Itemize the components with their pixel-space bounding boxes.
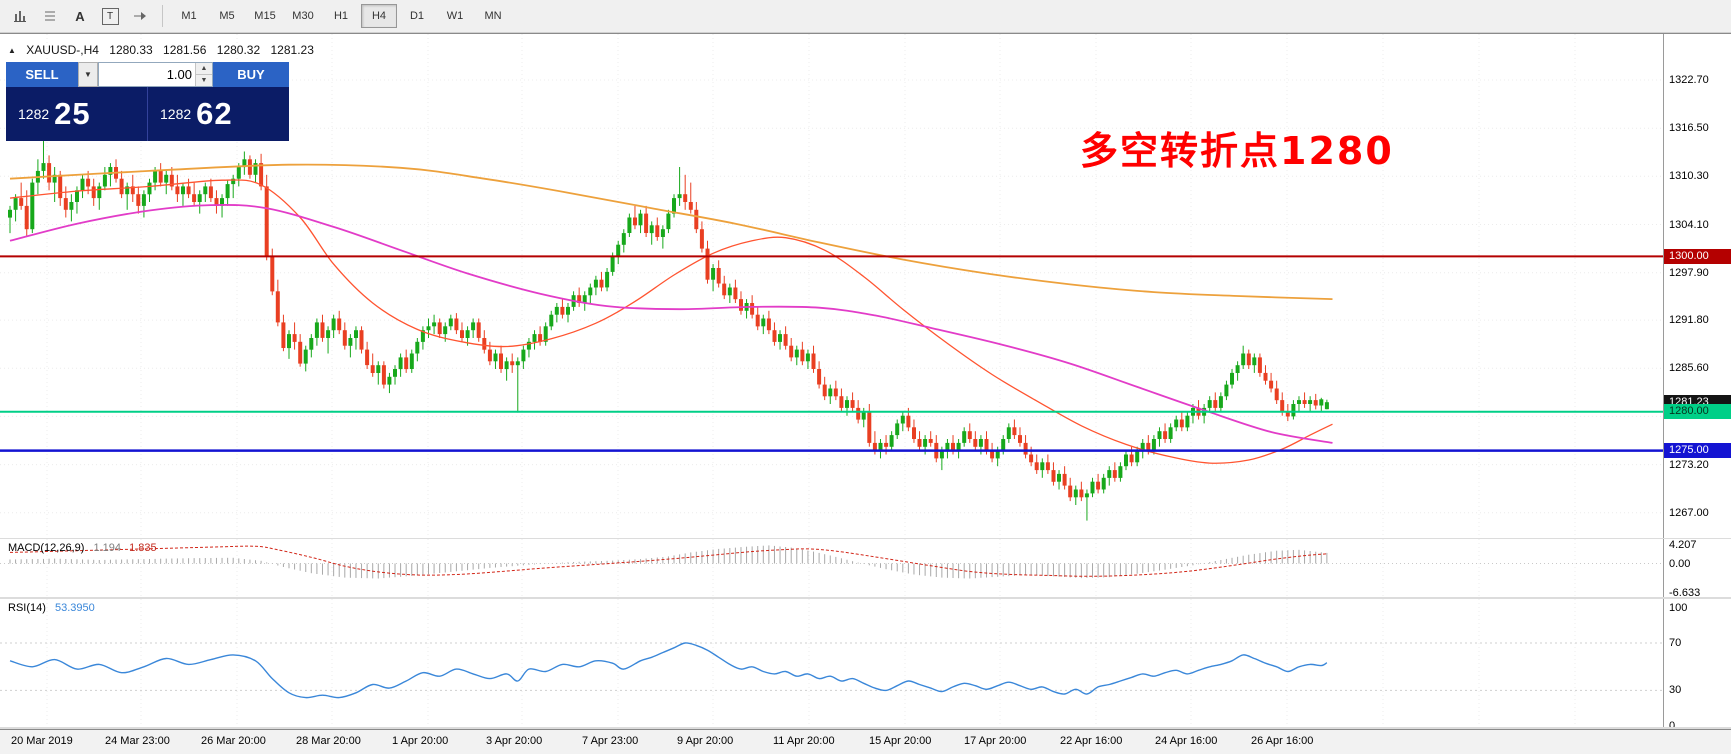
trade-panel-controls: SELL ▼ ▲ ▼ BUY bbox=[6, 62, 289, 87]
bid-pips-digits: 25 bbox=[54, 96, 91, 131]
rsi-scale-label: 0 bbox=[1669, 720, 1676, 727]
price-tag: 1275.00 bbox=[1664, 443, 1731, 459]
main-chart-panel: ▲ XAUUSD-,H4 1280.33 1281.56 1280.32 128… bbox=[0, 33, 1731, 538]
time-axis-label: 26 Mar 20:00 bbox=[201, 735, 266, 747]
time-axis-label: 26 Apr 16:00 bbox=[1251, 735, 1314, 747]
rsi-scale-label: 30 bbox=[1669, 684, 1682, 697]
symbol-period-label: XAUUSD-,H4 bbox=[26, 43, 99, 57]
ohlc-low: 1280.32 bbox=[216, 43, 261, 57]
macd-scale-divider bbox=[1663, 539, 1664, 597]
time-axis-label: 24 Apr 16:00 bbox=[1155, 735, 1218, 747]
sell-button[interactable]: SELL bbox=[6, 62, 78, 87]
macd-name: MACD(12,26,9) bbox=[8, 542, 85, 554]
time-axis-label: 22 Apr 16:00 bbox=[1060, 735, 1123, 747]
rsi-label: RSI(14) 53.3950 bbox=[8, 602, 95, 614]
ohlc-high: 1281.56 bbox=[163, 43, 207, 57]
toolbar-separator bbox=[162, 5, 163, 27]
ask-pips-digits: 62 bbox=[196, 96, 233, 131]
one-click-trading-panel: SELL ▼ ▲ ▼ BUY 1282 25 1282 bbox=[6, 62, 289, 141]
bar-chart-mode-icon[interactable] bbox=[6, 3, 34, 30]
volume-increase-button[interactable]: ▲ bbox=[196, 63, 212, 75]
list-glyph bbox=[45, 11, 55, 21]
time-axis-label: 17 Apr 20:00 bbox=[964, 735, 1027, 747]
time-axis-label: 9 Apr 20:00 bbox=[677, 735, 734, 747]
rsi-panel: RSI(14) 53.3950 100 70 30 0 bbox=[0, 599, 1731, 727]
buy-button[interactable]: BUY bbox=[213, 62, 289, 87]
ask-price[interactable]: 1282 62 bbox=[147, 87, 289, 141]
text-box-icon-letter: T bbox=[101, 7, 119, 25]
rsi-scale-label: 100 bbox=[1669, 601, 1688, 614]
chart-shift-icon[interactable] bbox=[126, 3, 154, 30]
bar-chart-glyph bbox=[14, 11, 26, 22]
ohlc-open: 1280.33 bbox=[109, 43, 153, 57]
ohlc-close: 1281.23 bbox=[270, 43, 314, 57]
tf-button-mn[interactable]: MN bbox=[484, 10, 502, 22]
time-axis-label: 15 Apr 20:00 bbox=[869, 735, 932, 747]
macd-signal-value: 1.835 bbox=[129, 542, 157, 554]
macd-scale-label: -6.633 bbox=[1669, 586, 1701, 597]
time-axis-label: 24 Mar 23:00 bbox=[105, 735, 170, 747]
chart-title: ▲ XAUUSD-,H4 1280.33 1281.56 1280.32 128… bbox=[8, 43, 321, 57]
time-axis[interactable]: 20 Mar 2019 24 Mar 23:00 26 Mar 20:00 28 Ma… bbox=[0, 729, 1731, 754]
ask-main-digits: 1282 bbox=[160, 106, 192, 122]
price-scale-label: 1267.00 bbox=[1669, 506, 1709, 519]
price-tag: 1280.00 bbox=[1664, 404, 1731, 420]
volume-spinner: ▲ ▼ bbox=[195, 63, 212, 86]
macd-main-value: 1.194 bbox=[93, 542, 122, 554]
timeframe-bar: M1 M5 M15 M30 H1 H4 D1 W1 MN bbox=[170, 4, 512, 28]
tf-button-m15[interactable]: M15 bbox=[254, 10, 276, 22]
time-axis-label: 1 Apr 20:00 bbox=[392, 735, 449, 747]
tf-button-d1[interactable]: D1 bbox=[409, 10, 425, 22]
collapse-arrow-icon[interactable]: ▲ bbox=[8, 46, 16, 55]
price-scale-label: 1297.90 bbox=[1669, 266, 1709, 279]
font-icon-letter: A bbox=[75, 8, 85, 24]
time-axis-label: 28 Mar 20:00 bbox=[296, 735, 361, 747]
price-scale-label: 1291.80 bbox=[1669, 314, 1709, 327]
volume-dropdown-button[interactable]: ▼ bbox=[78, 62, 98, 87]
volume-input[interactable] bbox=[99, 63, 195, 86]
bid-main-digits: 1282 bbox=[18, 106, 50, 122]
time-axis-label: 3 Apr 20:00 bbox=[486, 735, 543, 747]
price-scale-label: 1273.20 bbox=[1669, 458, 1709, 471]
shift-glyph bbox=[134, 12, 146, 20]
price-scale-label: 1322.70 bbox=[1669, 74, 1709, 86]
rsi-scale-divider bbox=[1663, 599, 1664, 727]
rsi-chart[interactable] bbox=[0, 599, 1663, 727]
time-axis-label: 20 Mar 2019 bbox=[11, 735, 73, 747]
macd-chart[interactable] bbox=[0, 539, 1663, 597]
bid-price[interactable]: 1282 25 bbox=[6, 87, 147, 141]
time-axis-label: 7 Apr 23:00 bbox=[582, 735, 639, 747]
time-axis-label: 11 Apr 20:00 bbox=[773, 735, 835, 747]
macd-label: MACD(12,26,9) 1.194 1.835 bbox=[8, 542, 157, 554]
text-box-icon[interactable]: T bbox=[96, 3, 124, 30]
macd-scale-label: 0.00 bbox=[1669, 557, 1691, 570]
chart-annotation-text: 多空转折点1280 bbox=[1080, 129, 1394, 173]
tf-button-m1[interactable]: M1 bbox=[181, 10, 197, 22]
rsi-name: RSI(14) bbox=[8, 602, 46, 614]
font-icon[interactable]: A bbox=[66, 3, 94, 30]
tf-button-h1[interactable]: H1 bbox=[333, 10, 349, 22]
rsi-value: 53.3950 bbox=[54, 602, 95, 614]
tf-button-m30[interactable]: M30 bbox=[292, 10, 314, 22]
chart-list-icon[interactable] bbox=[36, 3, 64, 30]
candlestick-chart[interactable] bbox=[0, 34, 1663, 538]
tf-button-h4[interactable]: H4 bbox=[361, 4, 397, 28]
macd-panel: MACD(12,26,9) 1.194 1.835 4.207 0.00 -6.63… bbox=[0, 539, 1731, 597]
price-scale-label: 1285.60 bbox=[1669, 362, 1709, 375]
macd-scale-label: 4.207 bbox=[1669, 539, 1697, 551]
tf-button-w1[interactable]: W1 bbox=[446, 10, 464, 22]
trade-panel-quotes: 1282 25 1282 62 bbox=[6, 87, 289, 141]
rsi-scale-label: 70 bbox=[1669, 637, 1682, 650]
price-scale-label: 1316.50 bbox=[1669, 122, 1709, 135]
volume-decrease-button[interactable]: ▼ bbox=[196, 75, 212, 86]
price-scale-divider bbox=[1663, 34, 1664, 538]
price-scale-label: 1304.10 bbox=[1669, 218, 1709, 231]
price-tag: 1300.00 bbox=[1664, 248, 1731, 264]
volume-field: ▲ ▼ bbox=[98, 62, 213, 87]
tf-button-m5[interactable]: M5 bbox=[219, 10, 235, 22]
toolbar: A T M1 M5 M15 M30 H1 H4 D1 W1 MN bbox=[0, 0, 1731, 33]
price-scale-label: 1310.30 bbox=[1669, 170, 1709, 183]
